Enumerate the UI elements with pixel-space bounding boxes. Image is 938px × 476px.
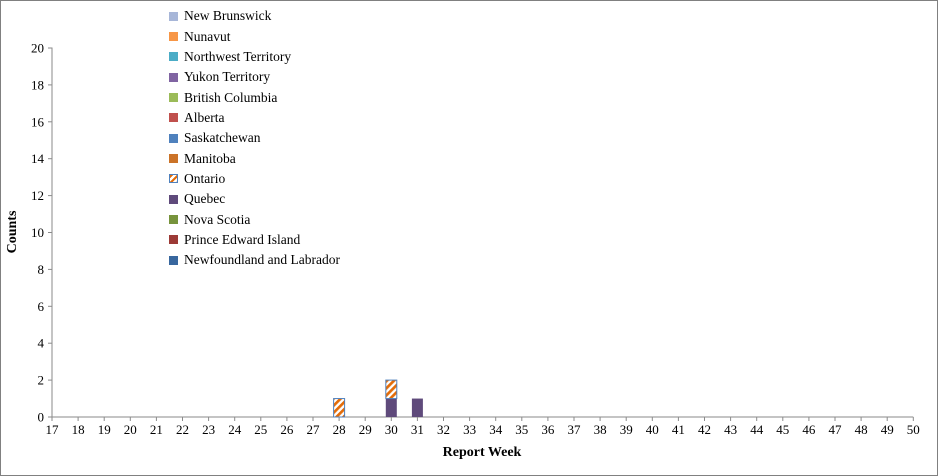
- legend-label: Newfoundland and Labrador: [184, 252, 340, 268]
- x-tick-label: 34: [489, 422, 503, 437]
- bar-week28-ontario: [333, 398, 346, 418]
- legend-swatch: [169, 255, 178, 265]
- y-axis-title: Counts: [5, 210, 20, 254]
- x-tick-label: 46: [802, 422, 816, 437]
- y-tick-label: 4: [38, 336, 45, 351]
- x-axis: 17 18 19 20 21 22 23 24 25 26 27 28 29 30 31 32 33 34 35 36…: [46, 416, 920, 437]
- legend-swatch: [169, 194, 178, 204]
- x-tick-label: 30: [385, 422, 398, 437]
- x-tick-label: 29: [359, 422, 372, 437]
- bar-week30-quebec: [385, 398, 397, 417]
- y-tick-label: 14: [31, 151, 45, 166]
- x-tick-label: 17: [46, 422, 60, 437]
- x-tick-label: 26: [280, 422, 294, 437]
- legend-swatch: [169, 235, 178, 245]
- x-axis-title: Report Week: [442, 445, 522, 460]
- x-tick-label: 19: [98, 422, 111, 437]
- y-tick-label: 20: [31, 41, 44, 56]
- y-tick-label: 10: [31, 225, 44, 240]
- x-tick-label: 48: [855, 422, 868, 437]
- legend-label: Saskatchewan: [184, 130, 261, 146]
- legend-item-manitoba: Manitoba: [169, 148, 340, 168]
- x-tick-label: 33: [463, 422, 476, 437]
- legend-item-ontario: Ontario: [169, 169, 340, 189]
- x-tick-label: 42: [698, 422, 711, 437]
- x-tick-label: 38: [594, 422, 607, 437]
- legend: New Brunswick Nunavut Northwest Territory Y…: [169, 6, 340, 270]
- x-tick-label: 40: [646, 422, 659, 437]
- y-tick-label: 8: [38, 262, 45, 277]
- y-tick-label: 2: [38, 373, 45, 388]
- x-tick-label: 50: [907, 422, 920, 437]
- y-tick-label: 0: [38, 410, 45, 425]
- legend-item-newfoundland-and-labrador: Newfoundland and Labrador: [169, 250, 340, 270]
- legend-swatch: [169, 93, 178, 103]
- legend-label: Northwest Territory: [184, 48, 292, 64]
- legend-swatch: [169, 113, 178, 123]
- x-tick-label: 18: [72, 422, 85, 437]
- x-tick-label: 43: [724, 422, 737, 437]
- legend-label: Alberta: [184, 109, 225, 125]
- y-axis: 0 2 4 6 8 10 12 14 16 18 20: [31, 41, 53, 425]
- x-tick-label: 39: [620, 422, 633, 437]
- x-tick-label: 47: [829, 422, 843, 437]
- legend-item-prince-edward-island: Prince Edward Island: [169, 230, 340, 250]
- legend-swatch: [169, 52, 178, 62]
- x-tick-label: 49: [881, 422, 894, 437]
- legend-item-alberta: Alberta: [169, 108, 340, 128]
- legend-item-new-brunswick: New Brunswick: [169, 6, 340, 26]
- x-tick-label: 24: [228, 422, 242, 437]
- legend-item-saskatchewan: Saskatchewan: [169, 128, 340, 148]
- legend-item-nunavut: Nunavut: [169, 26, 340, 46]
- legend-label: Nova Scotia: [184, 211, 251, 227]
- legend-label: New Brunswick: [184, 8, 272, 24]
- x-tick-label: 36: [541, 422, 555, 437]
- x-tick-label: 23: [202, 422, 215, 437]
- legend-label: Manitoba: [184, 150, 236, 166]
- legend-swatch-striped: [169, 174, 178, 184]
- x-tick-label: 35: [515, 422, 528, 437]
- legend-swatch: [169, 215, 178, 225]
- x-tick-label: 20: [124, 422, 137, 437]
- x-tick-label: 31: [411, 422, 424, 437]
- x-tick-label: 21: [150, 422, 163, 437]
- legend-item-quebec: Quebec: [169, 189, 340, 209]
- x-tick-label: 32: [437, 422, 450, 437]
- x-tick-label: 44: [750, 422, 764, 437]
- legend-label: British Columbia: [184, 89, 278, 105]
- x-tick-label: 22: [176, 422, 189, 437]
- y-tick-label: 16: [31, 114, 45, 129]
- legend-item-nova-scotia: Nova Scotia: [169, 209, 340, 229]
- legend-label: Quebec: [184, 191, 226, 207]
- y-tick-label: 12: [31, 188, 44, 203]
- x-tick-label: 37: [568, 422, 582, 437]
- legend-item-yukon-territory: Yukon Territory: [169, 67, 340, 87]
- legend-swatch: [169, 133, 178, 143]
- bar-week31-quebec: [411, 398, 423, 417]
- legend-swatch: [169, 154, 178, 164]
- x-tick-label: 27: [307, 422, 321, 437]
- legend-label: Prince Edward Island: [184, 231, 301, 247]
- bars: [333, 379, 423, 418]
- legend-label: Yukon Territory: [184, 69, 271, 85]
- x-tick-label: 41: [672, 422, 685, 437]
- y-tick-label: 6: [38, 299, 45, 314]
- legend-swatch: [169, 11, 178, 21]
- legend-swatch: [169, 32, 178, 42]
- legend-label: Nunavut: [184, 28, 231, 44]
- legend-swatch: [169, 72, 178, 82]
- legend-label: Ontario: [184, 170, 226, 186]
- x-tick-label: 25: [254, 422, 267, 437]
- legend-item-british-columbia: British Columbia: [169, 87, 340, 107]
- legend-item-northwest-territory: Northwest Territory: [169, 47, 340, 67]
- x-tick-label: 28: [333, 422, 346, 437]
- bar-week30-ontario: [385, 379, 398, 400]
- y-tick-label: 18: [31, 77, 44, 92]
- x-tick-label: 45: [776, 422, 789, 437]
